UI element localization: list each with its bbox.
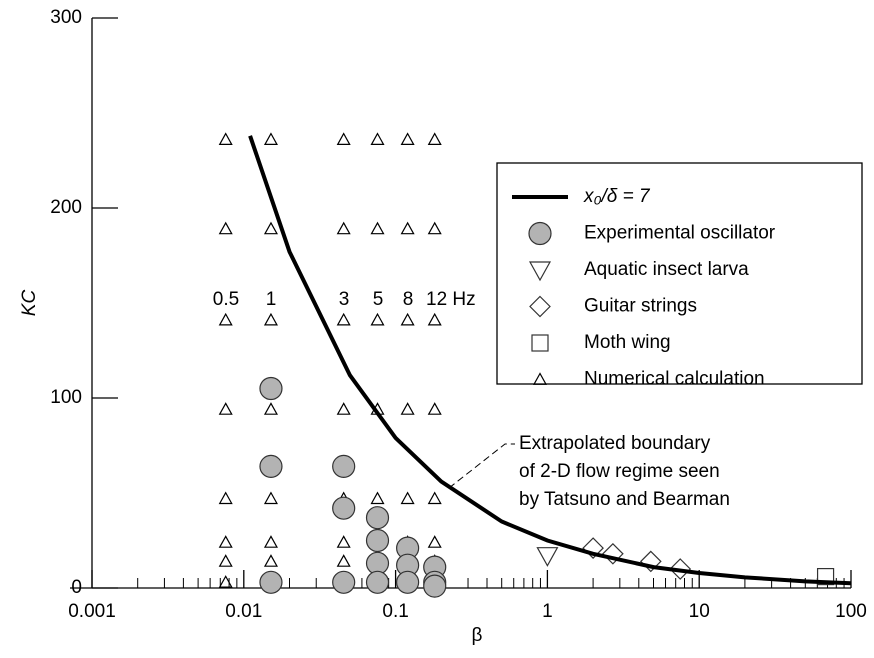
data-point xyxy=(427,132,442,145)
data-point xyxy=(400,312,415,326)
data-point xyxy=(336,132,351,145)
legend-label: Aquatic insect larva xyxy=(584,259,749,280)
y-tick-label: 200 xyxy=(50,197,82,218)
x-tick-label: 0.01 xyxy=(225,601,262,622)
frequency-label: 8 xyxy=(403,289,414,310)
annotation: of 2-D flow regime seen xyxy=(519,461,720,482)
legend-marker xyxy=(528,261,552,282)
data-point xyxy=(259,570,283,594)
frequency-label: 3 xyxy=(339,289,350,310)
data-point xyxy=(263,402,278,415)
data-point xyxy=(332,570,356,594)
data-point xyxy=(336,402,351,415)
data-point xyxy=(218,554,233,567)
data-point xyxy=(370,221,385,235)
legend-marker xyxy=(529,295,551,318)
data-point xyxy=(427,221,442,235)
data-point xyxy=(263,312,278,326)
data-point xyxy=(427,535,442,548)
data-point xyxy=(218,132,233,145)
data-point xyxy=(218,402,233,415)
data-point xyxy=(365,506,390,530)
data-point xyxy=(259,454,283,478)
x-tick-label: 0.1 xyxy=(382,601,408,622)
frequency-label: 12 Hz xyxy=(426,289,476,310)
data-point xyxy=(423,574,447,598)
data-point xyxy=(396,570,420,594)
data-point xyxy=(218,575,233,588)
x-tick-label: 0.001 xyxy=(68,601,116,622)
data-point xyxy=(218,221,233,235)
x-axis-label: β xyxy=(472,625,483,646)
frequency-label: 5 xyxy=(373,289,384,310)
data-point xyxy=(400,402,415,415)
data-point xyxy=(336,554,351,567)
x-tick-label: 10 xyxy=(689,601,710,622)
data-point xyxy=(370,312,385,326)
data-point xyxy=(332,454,356,478)
data-point xyxy=(263,535,278,548)
data-point xyxy=(400,491,415,505)
legend-label: Guitar strings xyxy=(584,296,697,317)
data-point xyxy=(427,312,442,326)
data-point xyxy=(427,491,442,505)
annotation-leader xyxy=(448,443,515,489)
data-point xyxy=(365,528,390,553)
legend-marker xyxy=(528,221,552,246)
data-point xyxy=(218,312,233,326)
data-point xyxy=(332,496,356,520)
frequency-label: 1 xyxy=(266,289,277,310)
y-axis-label: KC xyxy=(19,290,40,317)
annotation: by Tatsuno and Bearman xyxy=(519,489,730,510)
data-point xyxy=(536,547,559,567)
data-point xyxy=(218,491,233,505)
data-point xyxy=(263,491,278,505)
x-tick-label: 100 xyxy=(835,601,867,622)
data-point xyxy=(336,312,351,326)
data-point xyxy=(427,402,442,415)
data-point xyxy=(370,491,385,505)
legend-label: Moth wing xyxy=(584,332,671,353)
data-point xyxy=(400,221,415,235)
y-tick-label: 300 xyxy=(50,7,82,28)
y-tick-label: 0 xyxy=(71,577,82,598)
data-point xyxy=(370,132,385,145)
legend-label: Numerical calculation xyxy=(584,369,765,390)
frequency-label: 0.5 xyxy=(213,289,239,310)
data-point xyxy=(400,132,415,145)
data-point xyxy=(336,221,351,235)
x-tick-label: 1 xyxy=(542,601,553,622)
legend-marker xyxy=(531,334,549,352)
data-point xyxy=(263,221,278,235)
data-point xyxy=(336,535,351,548)
data-point xyxy=(263,554,278,567)
legend-label: Experimental oscillator xyxy=(584,223,776,244)
boundary-curve xyxy=(248,135,852,586)
data-point xyxy=(218,535,233,548)
annotation: Extrapolated boundary xyxy=(519,433,711,454)
legend-marker xyxy=(532,372,548,385)
y-tick-label: 100 xyxy=(50,387,82,408)
data-point xyxy=(365,570,390,594)
legend-box xyxy=(496,162,863,385)
legend-label: x₀/δ = 7 xyxy=(583,186,651,207)
data-point xyxy=(259,376,283,401)
data-point xyxy=(263,132,278,145)
